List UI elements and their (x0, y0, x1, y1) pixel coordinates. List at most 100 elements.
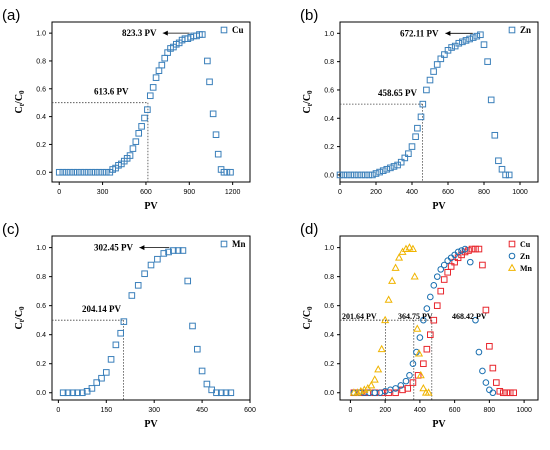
data-point-b-zn (433, 61, 441, 68)
data-point-b-zn (448, 44, 455, 51)
data-point-b-zn (462, 37, 470, 44)
data-point-b-zn (397, 158, 405, 166)
data-point-d-mn (408, 244, 417, 252)
data-point-a-cu (77, 168, 85, 176)
data-point-a-cu (149, 84, 157, 91)
y-tick-label-c: 0.0 (36, 390, 46, 397)
data-point-a-cu (155, 67, 163, 74)
x-tick-label-b: 200 (370, 189, 382, 196)
data-point-b-zn (343, 171, 351, 179)
y-tick-label-a: 0.0 (36, 170, 46, 177)
y-tick-label-a: 1.0 (36, 31, 46, 38)
legend-c: Mn (220, 239, 246, 249)
annotation-arrowhead-a (162, 30, 168, 36)
data-point-c-mn (165, 248, 172, 256)
data-point-d-zn (454, 248, 462, 256)
panel-label-d: (d) (300, 221, 318, 238)
data-point-c-mn (69, 389, 77, 397)
data-point-c-mn (198, 367, 206, 375)
data-point-c-mn (102, 369, 110, 376)
annotation-label-b: 672.11 PV (400, 28, 439, 38)
data-point-d-zn (489, 389, 497, 397)
data-point-c-mn (179, 247, 187, 254)
data-point-d-zn (406, 372, 413, 379)
x-tick-label-b: 800 (478, 189, 490, 196)
y-tick-label-c: 0.4 (36, 332, 46, 339)
data-point-b-zn (426, 76, 434, 84)
plot-frame-b (339, 21, 539, 183)
data-point-b-zn (379, 167, 387, 174)
data-point-a-cu (135, 130, 143, 137)
data-point-b-zn (376, 168, 383, 176)
data-point-b-zn (498, 165, 506, 173)
series-d-mn (349, 243, 433, 396)
y-tick-label-c: 0.2 (36, 361, 46, 368)
data-point-d-mn (424, 388, 433, 396)
data-point-d-zn (392, 385, 399, 392)
y-tick-label-b: 0.0 (324, 172, 334, 179)
data-point-b-zn (390, 163, 398, 170)
data-point-b-zn (466, 35, 473, 43)
data-point-c-mn (134, 282, 142, 289)
y-tick-label-b: 0.4 (324, 116, 334, 123)
data-point-a-cu (161, 54, 169, 62)
data-point-a-cu (126, 152, 134, 159)
x-tick-label-d: 600 (449, 407, 461, 414)
panel-a: (a) 0 300 600 900 1200 0.0 0.2 0.4 0.6 0.8 1.0 PV Ct/… (2, 7, 251, 212)
data-point-d-cu (430, 316, 438, 324)
data-point-d-zn (475, 348, 483, 356)
data-point-b-zn (430, 68, 437, 75)
data-point-d-cu (447, 263, 455, 270)
data-point-b-zn (405, 150, 412, 157)
data-point-d-cu (496, 387, 504, 395)
data-point-a-cu (129, 145, 137, 152)
series-a-cu (55, 31, 234, 176)
data-point-b-zn (469, 34, 477, 41)
data-point-b-zn (419, 100, 427, 108)
data-point-c-mn (64, 389, 72, 397)
data-point-b-zn (441, 51, 448, 58)
data-point-d-cu (451, 258, 458, 266)
y-tick-label-d: 0.2 (324, 361, 334, 368)
data-point-d-zn (397, 382, 405, 389)
data-point-c-mn (128, 292, 136, 299)
data-point-b-zn (387, 164, 394, 172)
data-point-d-mn (405, 243, 414, 251)
data-point-a-cu (212, 131, 220, 138)
data-point-c-mn (203, 380, 211, 388)
data-point-a-cu (84, 168, 92, 176)
panel-label-c: (c) (2, 221, 20, 238)
series-c-mn (59, 247, 235, 397)
data-point-b-zn (473, 32, 481, 40)
legend-label-d-mn: Mn (520, 264, 533, 273)
data-point-b-zn (502, 171, 509, 179)
data-point-d-cu (479, 261, 486, 269)
data-point-a-cu (144, 106, 151, 113)
data-point-d-zn (430, 282, 438, 289)
data-point-d-zn (482, 379, 490, 386)
y-axis-title-a: Ct/C0 (14, 90, 26, 114)
plot-frame-c (51, 235, 251, 401)
data-point-a-cu (206, 78, 213, 86)
data-point-b-zn (365, 171, 373, 179)
legend-marker-d-cu (508, 240, 516, 248)
x-tick-label-b: 1000 (512, 189, 528, 196)
data-point-a-cu (95, 168, 103, 176)
y-axis-title-c: Ct/C0 (14, 306, 26, 330)
data-point-a-cu (209, 110, 217, 118)
data-point-d-mn (384, 295, 393, 303)
data-point-a-cu (63, 168, 70, 176)
data-point-d-mn (381, 315, 390, 324)
annotation-label-b: 458.65 PV (378, 88, 417, 98)
y-axis-title-b: Ct/C0 (302, 90, 314, 114)
data-point-d-zn (458, 247, 465, 254)
data-point-d-zn (423, 305, 431, 312)
data-point-d-mn (410, 272, 419, 280)
y-tick-label-b: 1.0 (324, 31, 334, 38)
y-tick-label-d: 0.6 (324, 303, 334, 310)
data-point-a-cu (88, 168, 96, 176)
data-point-a-cu (223, 168, 231, 176)
data-point-d-zn (420, 316, 427, 324)
data-point-c-mn (184, 277, 192, 285)
